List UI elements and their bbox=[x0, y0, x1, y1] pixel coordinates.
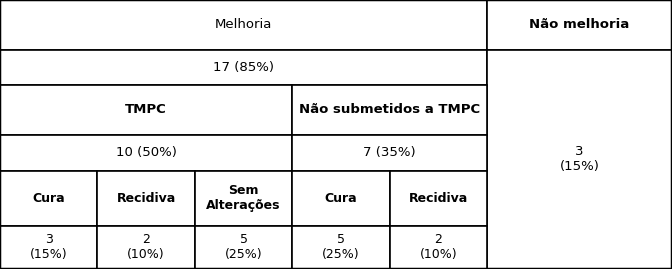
Polygon shape bbox=[292, 85, 487, 134]
Polygon shape bbox=[195, 226, 292, 269]
Polygon shape bbox=[487, 0, 672, 50]
Polygon shape bbox=[292, 171, 390, 226]
Polygon shape bbox=[0, 0, 487, 50]
Polygon shape bbox=[195, 171, 292, 226]
Polygon shape bbox=[390, 171, 487, 226]
Text: 2
(10%): 2 (10%) bbox=[420, 233, 457, 261]
Text: Cura: Cura bbox=[325, 192, 358, 205]
Polygon shape bbox=[0, 171, 97, 226]
Polygon shape bbox=[97, 226, 195, 269]
Text: Recidiva: Recidiva bbox=[116, 192, 176, 205]
Text: 5
(25%): 5 (25%) bbox=[225, 233, 262, 261]
Text: TMPC: TMPC bbox=[125, 103, 167, 116]
Text: 2
(10%): 2 (10%) bbox=[128, 233, 165, 261]
Text: 5
(25%): 5 (25%) bbox=[323, 233, 360, 261]
Text: Recidiva: Recidiva bbox=[409, 192, 468, 205]
Polygon shape bbox=[0, 50, 487, 85]
Polygon shape bbox=[390, 226, 487, 269]
Polygon shape bbox=[0, 226, 97, 269]
Polygon shape bbox=[0, 85, 292, 134]
Polygon shape bbox=[487, 50, 672, 269]
Text: Melhoria: Melhoria bbox=[215, 18, 272, 31]
Text: 7 (35%): 7 (35%) bbox=[364, 146, 416, 159]
Text: Cura: Cura bbox=[32, 192, 65, 205]
Text: 10 (50%): 10 (50%) bbox=[116, 146, 177, 159]
Polygon shape bbox=[292, 226, 390, 269]
Text: Não melhoria: Não melhoria bbox=[530, 18, 630, 31]
Text: 17 (85%): 17 (85%) bbox=[213, 61, 274, 74]
Text: 3
(15%): 3 (15%) bbox=[30, 233, 67, 261]
Polygon shape bbox=[97, 171, 195, 226]
Polygon shape bbox=[0, 134, 292, 171]
Text: Sem
Alterações: Sem Alterações bbox=[206, 184, 281, 213]
Text: Não submetidos a TMPC: Não submetidos a TMPC bbox=[299, 103, 480, 116]
Text: 3
(15%): 3 (15%) bbox=[560, 145, 599, 174]
Polygon shape bbox=[292, 134, 487, 171]
